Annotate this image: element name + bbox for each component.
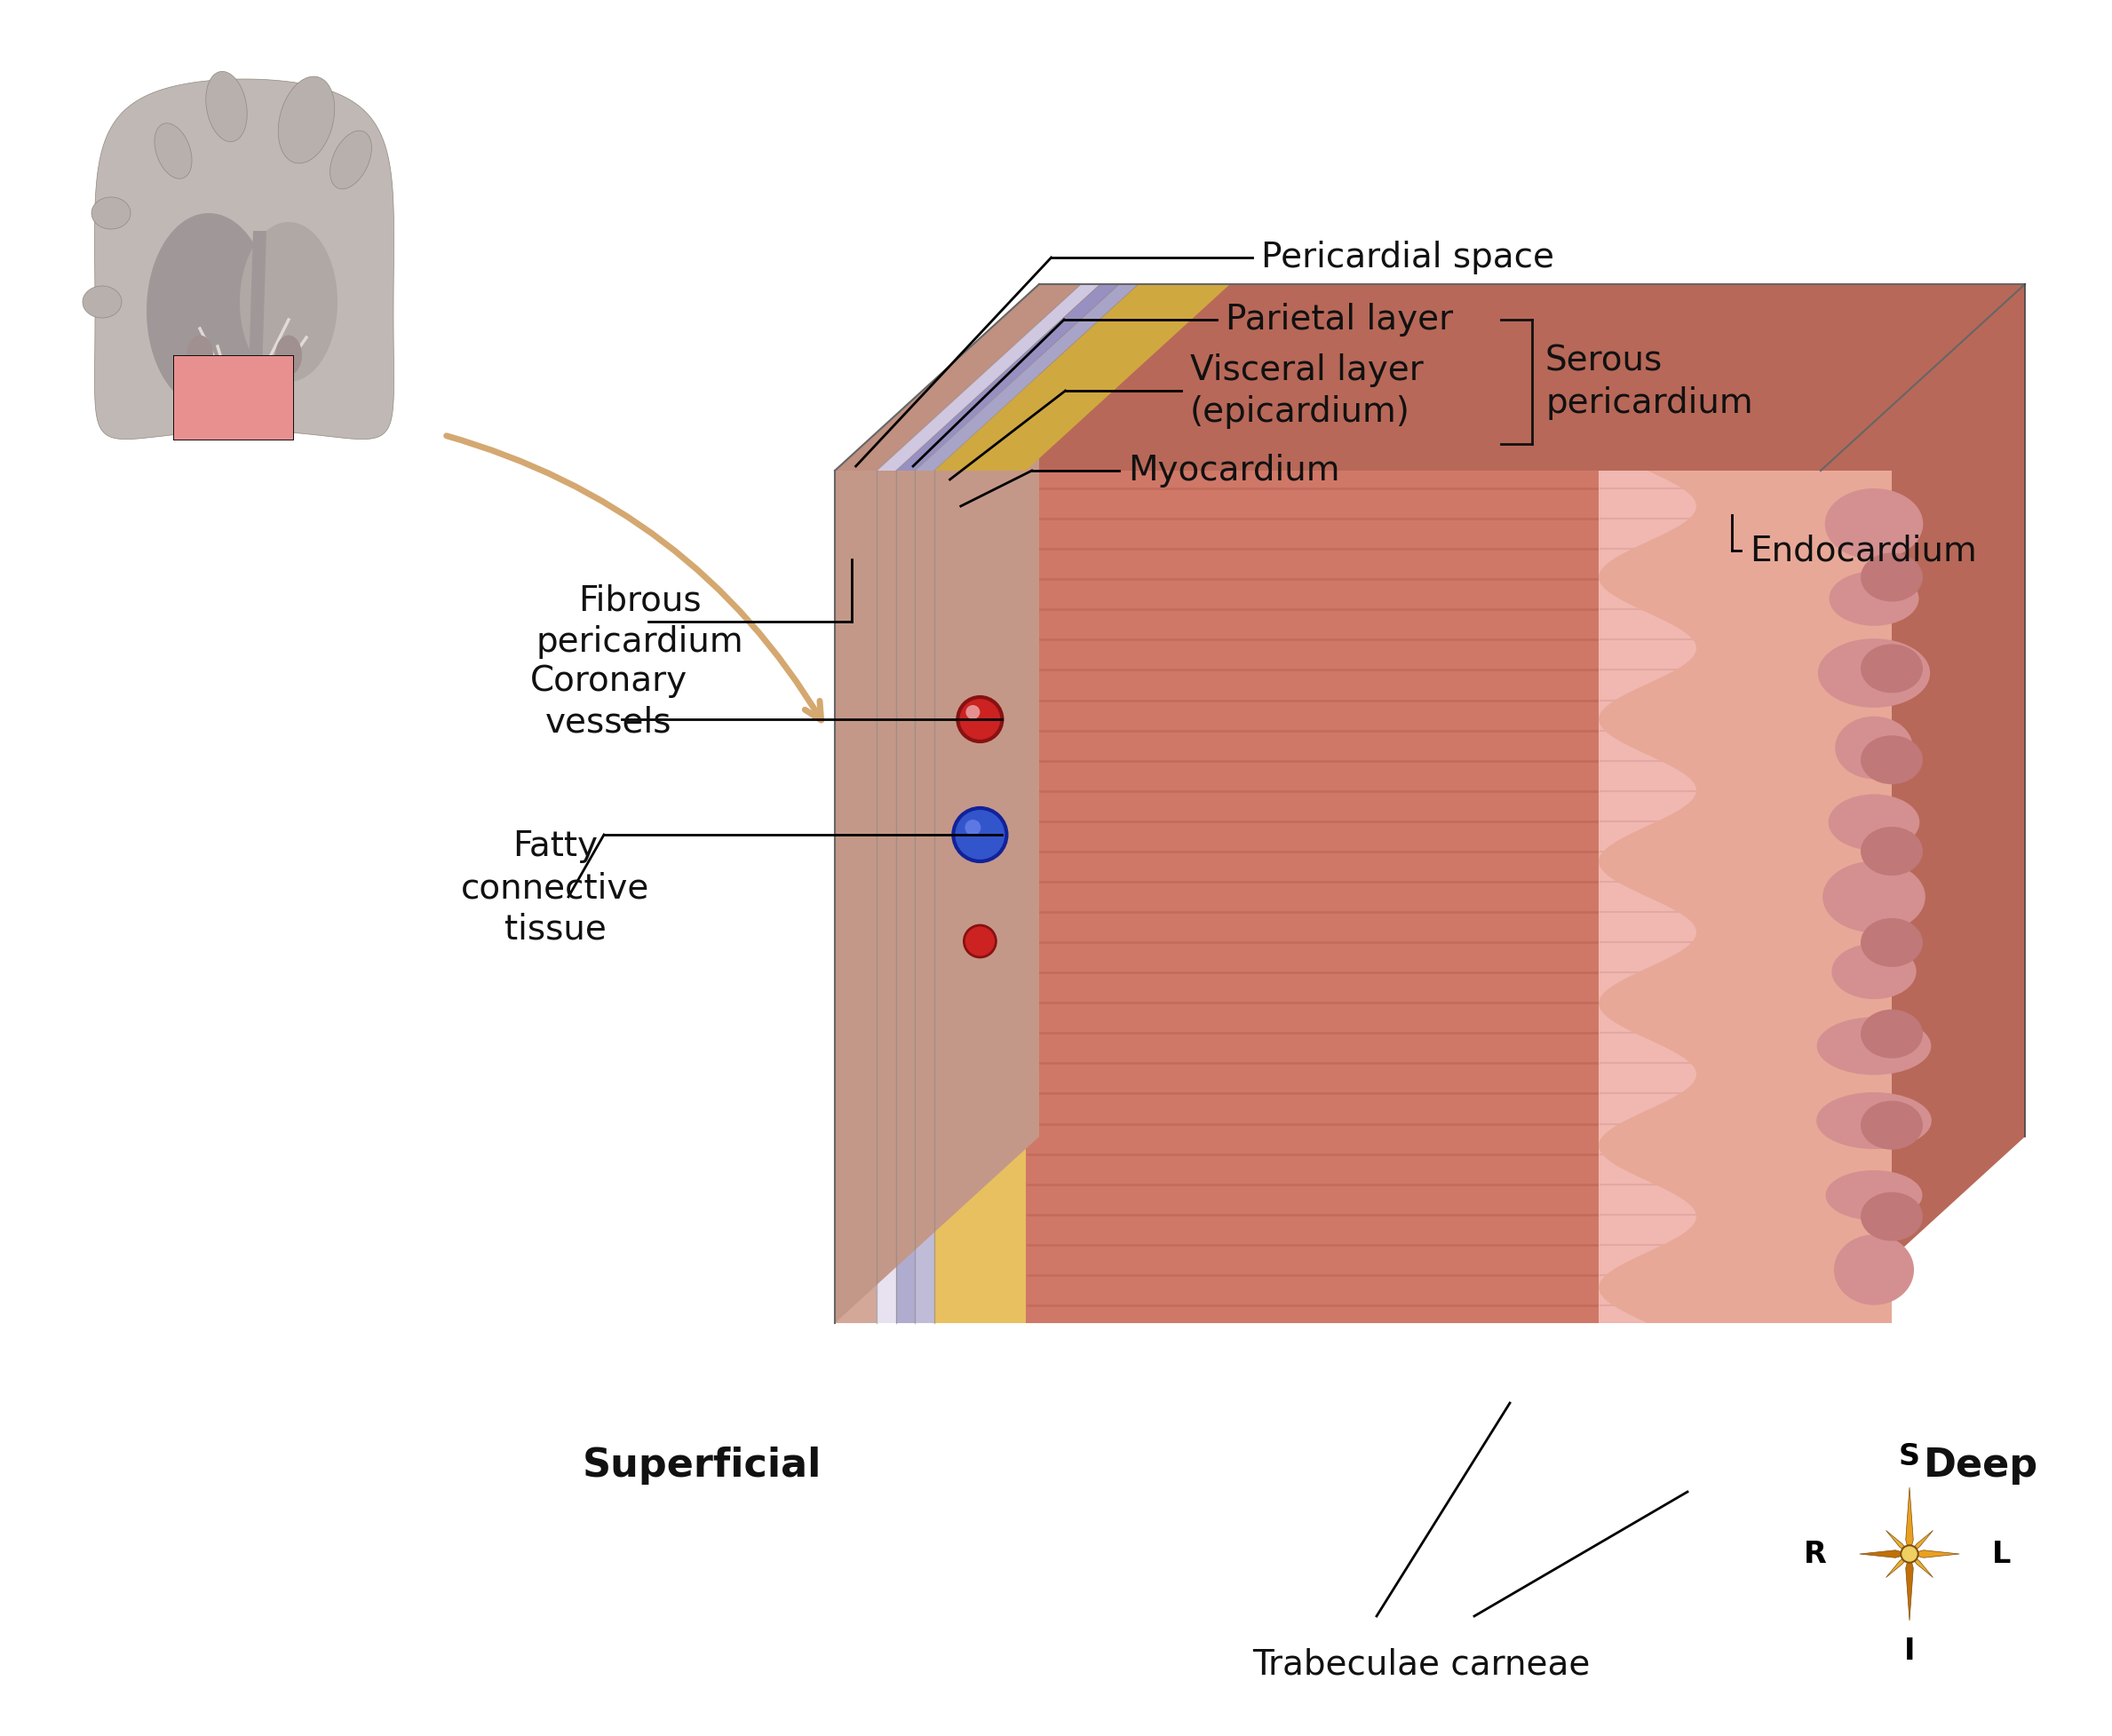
Polygon shape: [934, 285, 1229, 470]
Text: Deep: Deep: [1924, 1446, 2038, 1484]
Polygon shape: [1026, 470, 1821, 1323]
Polygon shape: [241, 222, 338, 382]
Text: Parietal layer: Parietal layer: [1225, 302, 1453, 337]
Polygon shape: [834, 285, 2025, 470]
Polygon shape: [1909, 1531, 1932, 1554]
Ellipse shape: [1835, 648, 1913, 700]
Polygon shape: [1599, 470, 1821, 1323]
Polygon shape: [1909, 1550, 1960, 1557]
Ellipse shape: [1835, 785, 1913, 859]
Ellipse shape: [1837, 568, 1911, 630]
Polygon shape: [934, 470, 1026, 1323]
Polygon shape: [173, 356, 294, 439]
Polygon shape: [154, 123, 192, 179]
Polygon shape: [895, 470, 914, 1323]
Text: Visceral layer
(epicardium): Visceral layer (epicardium): [1189, 352, 1423, 429]
Ellipse shape: [1861, 552, 1922, 602]
Circle shape: [957, 698, 1003, 741]
Text: R: R: [1804, 1540, 1827, 1569]
Text: Fibrous
pericardium: Fibrous pericardium: [536, 583, 743, 660]
Ellipse shape: [1861, 1009, 1922, 1059]
Text: Myocardium: Myocardium: [1128, 453, 1339, 488]
Polygon shape: [834, 470, 876, 1323]
Circle shape: [965, 819, 980, 835]
Ellipse shape: [1818, 1095, 1928, 1146]
Ellipse shape: [1861, 826, 1922, 875]
Ellipse shape: [1821, 712, 1926, 785]
Polygon shape: [914, 470, 934, 1323]
Polygon shape: [1905, 1554, 1913, 1621]
Text: Coronary
vessels: Coronary vessels: [530, 663, 686, 740]
Polygon shape: [329, 130, 372, 189]
Polygon shape: [1905, 1488, 1913, 1554]
Ellipse shape: [1861, 1193, 1922, 1241]
Polygon shape: [82, 286, 122, 318]
Polygon shape: [1599, 470, 1892, 1323]
Polygon shape: [876, 285, 1100, 470]
Polygon shape: [834, 285, 1039, 1323]
Ellipse shape: [1827, 936, 1922, 1009]
Polygon shape: [146, 214, 270, 408]
Polygon shape: [95, 80, 395, 439]
Polygon shape: [895, 285, 1119, 470]
Ellipse shape: [1861, 644, 1922, 693]
Text: Fatty
connective
tissue: Fatty connective tissue: [460, 830, 648, 946]
Polygon shape: [205, 71, 247, 142]
Ellipse shape: [1831, 1245, 1916, 1295]
Polygon shape: [91, 198, 131, 229]
Text: Endocardium: Endocardium: [1749, 533, 1977, 568]
Text: Superficial: Superficial: [583, 1446, 822, 1484]
Polygon shape: [1886, 1554, 1909, 1578]
Ellipse shape: [1825, 1158, 1924, 1233]
Circle shape: [963, 925, 997, 957]
Ellipse shape: [1831, 870, 1916, 924]
Ellipse shape: [1861, 1101, 1922, 1149]
Text: L: L: [1992, 1540, 2011, 1569]
Ellipse shape: [1861, 736, 1922, 785]
Circle shape: [1901, 1545, 1918, 1562]
Polygon shape: [914, 285, 1138, 470]
Circle shape: [953, 807, 1007, 861]
Ellipse shape: [186, 335, 213, 375]
Text: Pericardial space: Pericardial space: [1261, 241, 1554, 274]
Text: Serous
pericardium: Serous pericardium: [1546, 344, 1753, 420]
Text: S: S: [1899, 1443, 1920, 1472]
Ellipse shape: [275, 335, 302, 375]
Ellipse shape: [1837, 1012, 1911, 1080]
Polygon shape: [279, 76, 334, 163]
Text: Trabeculae carneae: Trabeculae carneae: [1252, 1647, 1590, 1680]
Circle shape: [965, 705, 980, 719]
Polygon shape: [1886, 1531, 1909, 1554]
Polygon shape: [1821, 285, 2025, 1323]
Polygon shape: [1859, 1550, 1909, 1557]
Ellipse shape: [1829, 491, 1920, 556]
Polygon shape: [1909, 1554, 1932, 1578]
Ellipse shape: [1861, 918, 1922, 967]
Polygon shape: [1039, 285, 2025, 1137]
Polygon shape: [834, 285, 1081, 470]
Text: I: I: [1903, 1637, 1916, 1667]
Polygon shape: [249, 231, 266, 373]
Polygon shape: [876, 470, 895, 1323]
